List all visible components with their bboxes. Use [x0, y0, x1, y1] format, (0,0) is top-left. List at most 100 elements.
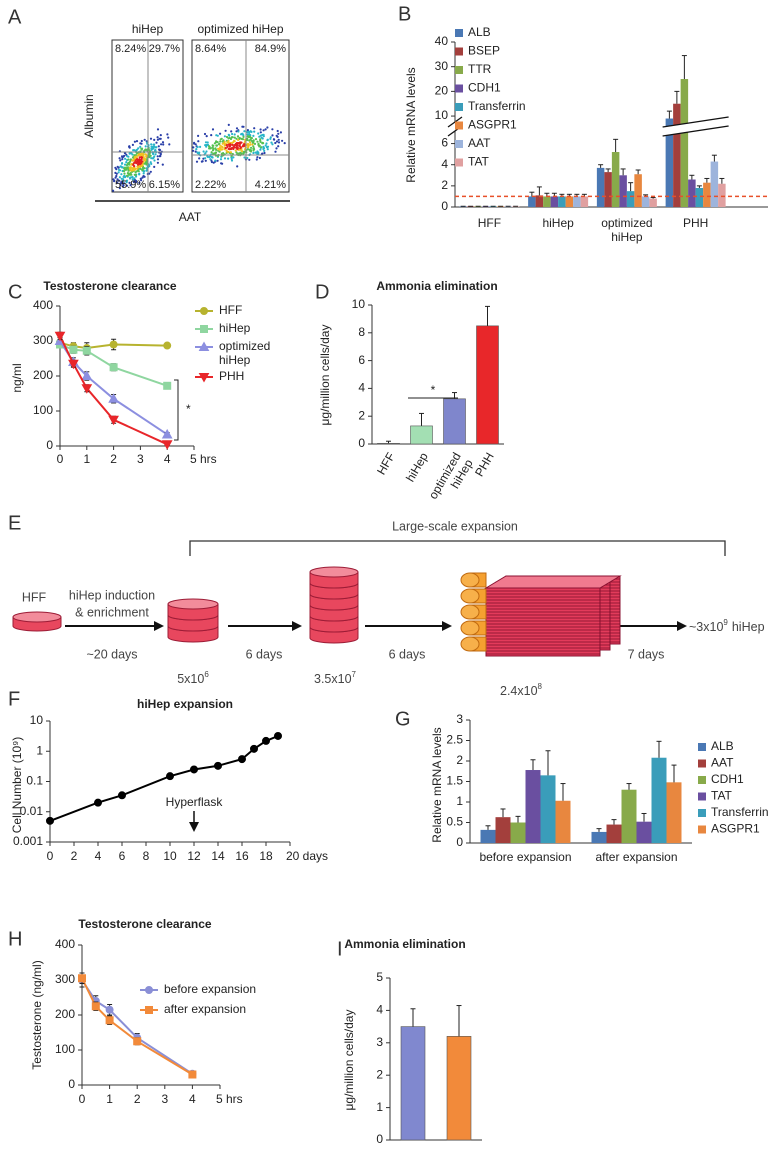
- cell-dot: [217, 143, 220, 146]
- bar: [543, 196, 551, 207]
- cell-dot: [115, 172, 118, 175]
- marker: [94, 798, 102, 807]
- y-tick-label: 4: [358, 381, 365, 395]
- cell-dot: [161, 141, 165, 144]
- cell-dot: [138, 156, 141, 159]
- x-tick-label: PHH: [683, 216, 708, 230]
- cell-dot: [281, 139, 284, 142]
- cell-dot: [231, 132, 234, 136]
- y-axis-label: Cell Number (10⁹): [10, 737, 24, 834]
- cell-dot: [235, 144, 238, 148]
- y-tick-label: 5: [376, 970, 383, 984]
- cell-dot: [131, 143, 134, 146]
- cell-dot: [237, 130, 240, 133]
- y-tick-label: 100: [33, 403, 53, 417]
- cell-dot: [252, 151, 255, 155]
- y-tick-label: 20: [435, 84, 449, 98]
- cell-dot: [219, 158, 223, 161]
- cell-dot: [221, 146, 224, 149]
- cell-dot: [229, 147, 232, 150]
- cell-dot: [135, 140, 139, 143]
- label-line: optimized: [601, 216, 652, 230]
- cell-dot: [120, 162, 124, 165]
- cell-dot: [260, 146, 263, 149]
- cell-dot: [125, 161, 128, 164]
- cell-dot: [117, 179, 121, 182]
- cell-dot: [132, 180, 135, 184]
- count-base: 5x10: [177, 672, 204, 686]
- cell-dot: [156, 158, 160, 161]
- y-axis-label: μg/million cells/day: [342, 1010, 356, 1111]
- cell-dot: [256, 150, 259, 153]
- cell-dot: [257, 142, 260, 145]
- cell-dot: [228, 145, 231, 148]
- x-tick-label: 8: [143, 849, 150, 863]
- cell-dot: [252, 147, 255, 150]
- label-line: optimized: [219, 339, 270, 353]
- cell-dot: [219, 147, 222, 150]
- marker: [214, 761, 222, 770]
- quadrant-label: 2.22%: [195, 179, 226, 191]
- y-axis-label: Testosterone (ng/ml): [30, 960, 44, 1069]
- cell-dot: [277, 141, 281, 144]
- cell-dot: [157, 145, 160, 148]
- cell-dot: [225, 144, 228, 147]
- cell-dot: [128, 181, 131, 184]
- cell-dot: [227, 157, 230, 160]
- cell-dot: [261, 152, 264, 155]
- cell-dot: [139, 167, 142, 170]
- cell-dot: [273, 138, 276, 141]
- bar: [558, 196, 566, 207]
- cell-dot: [119, 184, 122, 187]
- cell-count: 2.4x108: [500, 682, 543, 698]
- cell-dot: [237, 138, 240, 141]
- cell-dot: [152, 143, 155, 146]
- legend-label: AAT: [711, 756, 734, 770]
- bar: [476, 325, 499, 445]
- cell-dot: [256, 156, 259, 159]
- disk-top: [12, 611, 62, 623]
- y-tick-label: 6: [441, 136, 448, 150]
- cell-dot: [209, 155, 212, 158]
- cell-dot: [125, 184, 129, 187]
- axis-break-edge: [662, 116, 729, 128]
- cell-dot: [259, 131, 262, 134]
- cell-dot: [233, 136, 236, 139]
- x-tick-label: 5 hrs: [190, 452, 217, 466]
- x-tick-label: 0: [79, 1092, 86, 1106]
- cell-dot: [149, 161, 152, 164]
- bar: [550, 196, 559, 207]
- cell-dot: [156, 161, 159, 164]
- bar: [377, 443, 400, 445]
- cell-dot: [118, 187, 121, 190]
- cell-dot: [153, 159, 156, 162]
- legend-swatch: [455, 66, 463, 74]
- legend-label: optimized hiHep: [219, 339, 270, 367]
- legend-swatch: [698, 776, 706, 784]
- cell-dot: [212, 152, 215, 155]
- cell-dot: [276, 129, 279, 133]
- cell-dot: [211, 128, 215, 131]
- bar: [596, 167, 605, 207]
- x-tick-label: PHH: [472, 450, 497, 479]
- duration: 6 days: [246, 647, 283, 661]
- marker: [163, 341, 172, 350]
- cell-dot: [274, 141, 277, 145]
- cell-dot: [247, 135, 250, 139]
- cell-dot: [250, 137, 253, 140]
- cell-dot: [210, 134, 213, 137]
- cell-dot: [248, 158, 251, 161]
- cell-dot: [159, 134, 162, 137]
- cell-dot: [143, 162, 146, 165]
- cell-dot: [142, 158, 145, 161]
- cell-dot: [167, 136, 170, 139]
- y-tick-label: 10: [435, 108, 449, 122]
- legend-label: Transferrin: [711, 805, 769, 819]
- cell-dot: [138, 181, 141, 184]
- cell-dot: [209, 158, 212, 161]
- cell-dot: [140, 148, 143, 151]
- y-tick-label: 0: [358, 436, 365, 450]
- cell-dot: [139, 145, 142, 148]
- marker: [250, 744, 258, 753]
- cell-dot: [212, 148, 215, 151]
